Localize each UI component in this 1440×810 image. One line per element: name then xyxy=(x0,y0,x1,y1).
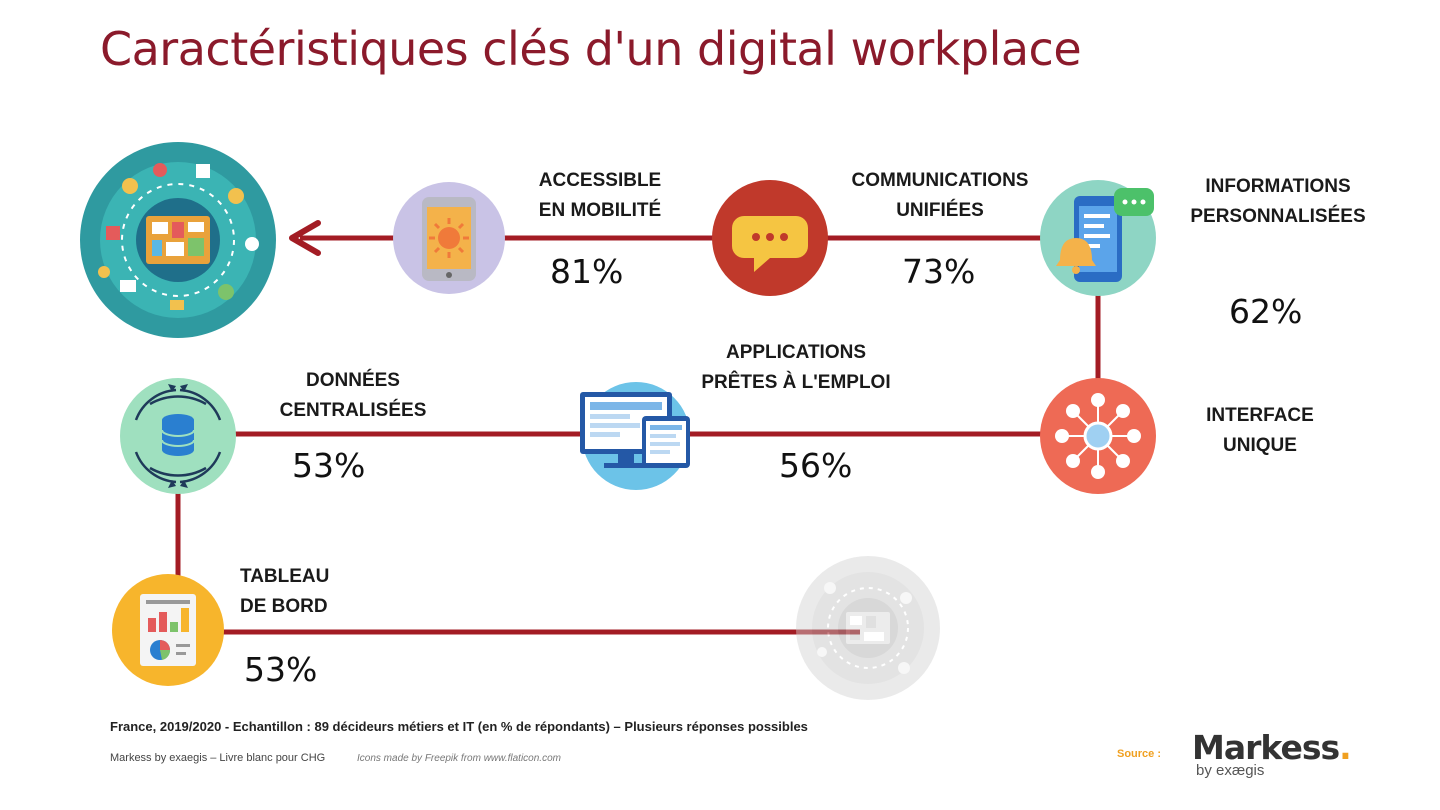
percent-communications-unifiees: 73% xyxy=(902,252,976,291)
label-line: PRÊTES À L'EMPLOI xyxy=(701,372,891,393)
label-line: INFORMATIONS xyxy=(1205,176,1351,197)
label-interface-unique: INTERFACE UNIQUE xyxy=(1180,401,1340,461)
chat-bubble-icon xyxy=(712,180,828,296)
label-line: COMMUNICATIONS xyxy=(851,170,1029,191)
arrow-head-icon xyxy=(289,220,321,256)
dashboard-report-icon xyxy=(112,574,224,686)
label-line: EN MOBILITÉ xyxy=(538,200,662,221)
label-line: DONNÉES xyxy=(306,370,400,391)
label-line: ACCESSIBLE xyxy=(538,170,662,191)
label-line: CENTRALISÉES xyxy=(279,400,427,421)
percent-tableau-de-bord: 53% xyxy=(244,650,318,689)
label-line: PERSONNALISÉES xyxy=(1190,206,1366,227)
source-label: Source : xyxy=(1117,748,1162,760)
label-line: APPLICATIONS xyxy=(725,342,867,363)
digital-workplace-hub-icon xyxy=(80,142,276,338)
sample-footnote: France, 2019/2020 - Echantillon : 89 déc… xyxy=(110,719,808,734)
label-line: UNIQUE xyxy=(1223,435,1297,456)
desktop-tablet-icon xyxy=(580,382,690,490)
source-credit: Markess by exaegis – Livre blanc pour CH… xyxy=(110,752,326,764)
digital-workplace-faded-icon xyxy=(796,556,940,700)
label-line: TABLEAU xyxy=(240,566,330,587)
database-cycle-icon xyxy=(120,378,236,494)
icons-credit: Icons made by Freepik from www.flaticon.… xyxy=(357,753,561,764)
network-hub-icon xyxy=(1040,378,1156,494)
percent-donnees-centralisees: 53% xyxy=(292,446,366,485)
label-applications-pretes: APPLICATIONS PRÊTES À L'EMPLOI xyxy=(686,338,906,398)
label-donnees-centralisees: DONNÉES CENTRALISÉES xyxy=(268,366,438,426)
label-line: UNIFIÉES xyxy=(896,200,984,221)
brand-subtitle: by exægis xyxy=(1196,762,1265,779)
percent-accessible-mobilite: 81% xyxy=(550,252,624,291)
label-tableau-de-bord: TABLEAU DE BORD xyxy=(240,562,340,622)
label-communications-unifiees: COMMUNICATIONS UNIFIÉES xyxy=(835,166,1045,226)
percent-informations-personnalisees: 62% xyxy=(1229,292,1303,331)
label-line: INTERFACE xyxy=(1206,405,1314,426)
label-accessible-mobilite: ACCESSIBLE EN MOBILITÉ xyxy=(520,166,680,226)
smartphone-bell-icon xyxy=(1040,180,1156,296)
label-line: DE BORD xyxy=(240,596,328,617)
brand-dot: . xyxy=(1339,728,1352,767)
brand-logo: Markess. xyxy=(1192,728,1352,767)
page-title: Caractéristiques clés d'un digital workp… xyxy=(100,22,1082,76)
brand-name: Markess xyxy=(1192,728,1340,767)
phone-sun-icon xyxy=(393,182,505,294)
label-informations-personnalisees: INFORMATIONS PERSONNALISÉES xyxy=(1178,172,1378,232)
percent-applications-pretes: 56% xyxy=(779,446,853,485)
